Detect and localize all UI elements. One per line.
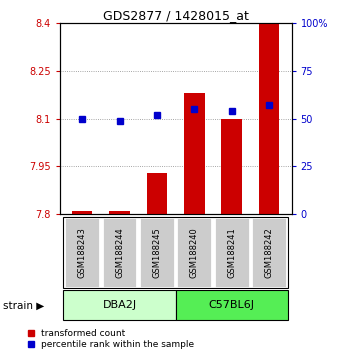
Text: GSM188242: GSM188242: [265, 227, 273, 278]
Text: GSM188240: GSM188240: [190, 227, 199, 278]
Text: C57BL6J: C57BL6J: [209, 300, 255, 310]
Text: DBA2J: DBA2J: [102, 300, 137, 310]
Text: strain ▶: strain ▶: [3, 300, 45, 310]
Bar: [109, 211, 130, 214]
Bar: [221, 119, 242, 214]
Title: GDS2877 / 1428015_at: GDS2877 / 1428015_at: [103, 9, 249, 22]
Text: GSM188245: GSM188245: [152, 227, 161, 278]
Text: GSM188243: GSM188243: [78, 227, 87, 278]
FancyBboxPatch shape: [139, 217, 175, 288]
Legend: transformed count, percentile rank within the sample: transformed count, percentile rank withi…: [28, 329, 194, 349]
FancyBboxPatch shape: [176, 217, 212, 288]
Bar: [147, 173, 167, 214]
FancyBboxPatch shape: [251, 217, 287, 288]
FancyBboxPatch shape: [214, 217, 250, 288]
Text: GSM188244: GSM188244: [115, 227, 124, 278]
Bar: [184, 93, 205, 214]
Text: GSM188241: GSM188241: [227, 227, 236, 278]
Bar: [72, 211, 92, 214]
FancyBboxPatch shape: [63, 290, 176, 320]
FancyBboxPatch shape: [102, 217, 137, 288]
Bar: [259, 23, 279, 214]
FancyBboxPatch shape: [64, 217, 100, 288]
FancyBboxPatch shape: [176, 290, 288, 320]
